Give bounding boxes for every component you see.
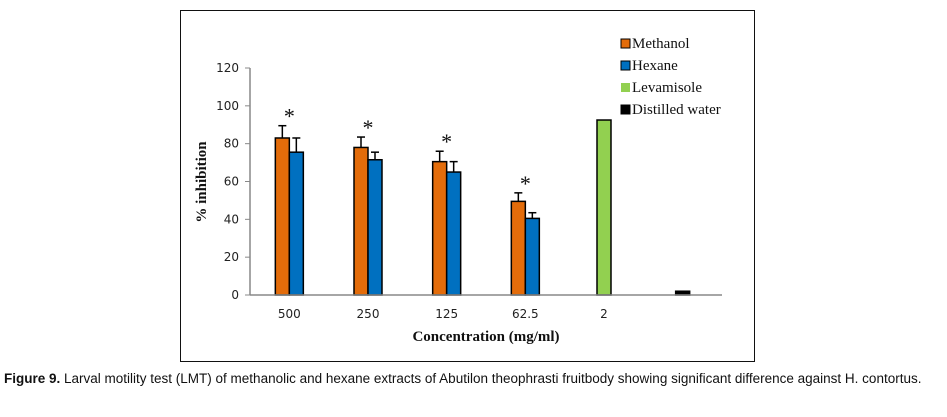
x-tick-label: 125	[435, 307, 458, 321]
legend-swatch-methanol	[620, 38, 631, 49]
legend-swatch-levamisole	[621, 83, 630, 92]
significance-marker: *	[363, 115, 374, 140]
significance-marker: *	[441, 129, 452, 154]
caption-label: Figure 9.	[4, 371, 61, 386]
bar-methanol	[353, 146, 369, 296]
legend-label: Methanol	[632, 36, 690, 52]
legend-swatch-hexane	[620, 60, 631, 71]
x-tick-label: 62.5	[512, 307, 539, 321]
bar-hexane	[288, 151, 305, 296]
y-tick-label: 60	[224, 175, 239, 189]
x-axis-title: Concentration (mg/ml)	[412, 329, 559, 345]
significance-marker: *	[520, 171, 531, 196]
y-tick-label: 40	[224, 212, 239, 226]
significance-marker: *	[284, 104, 295, 129]
bar-methanol	[431, 160, 448, 296]
bar-levamisole	[596, 119, 612, 296]
figure-caption: Figure 9. Larval motility test (LMT) of …	[4, 371, 944, 387]
legend-label: Hexane	[632, 58, 678, 74]
legend-label: Distilled water	[632, 102, 721, 118]
x-axis: 500 250 125 62.5 2	[250, 294, 722, 321]
y-axis: 0 20 40 60 80 100 120	[216, 61, 251, 302]
legend-label: Levamisole	[632, 80, 702, 96]
x-tick-label: 2	[600, 307, 608, 321]
x-tick-label: 250	[357, 307, 380, 321]
y-tick-label: 20	[224, 250, 239, 264]
y-tick-label: 0	[231, 288, 239, 302]
y-tick-label: 100	[216, 99, 239, 113]
bar-methanol	[274, 137, 291, 296]
x-tick-label: 500	[278, 307, 301, 321]
bar-methanol	[510, 200, 527, 296]
bar-hexane	[445, 171, 462, 296]
y-tick-label: 80	[224, 137, 239, 151]
legend: Methanol Hexane Levamisole Distilled water	[620, 36, 721, 118]
bars-group: * * * *	[274, 104, 691, 296]
y-axis-title: % inhibition	[194, 141, 210, 223]
bar-hexane	[524, 217, 541, 296]
legend-swatch-distilled-water	[620, 104, 631, 115]
bar-hexane	[367, 158, 383, 296]
caption-text: Larval motility test (LMT) of methanolic…	[60, 371, 922, 386]
y-tick-label: 120	[216, 61, 239, 75]
